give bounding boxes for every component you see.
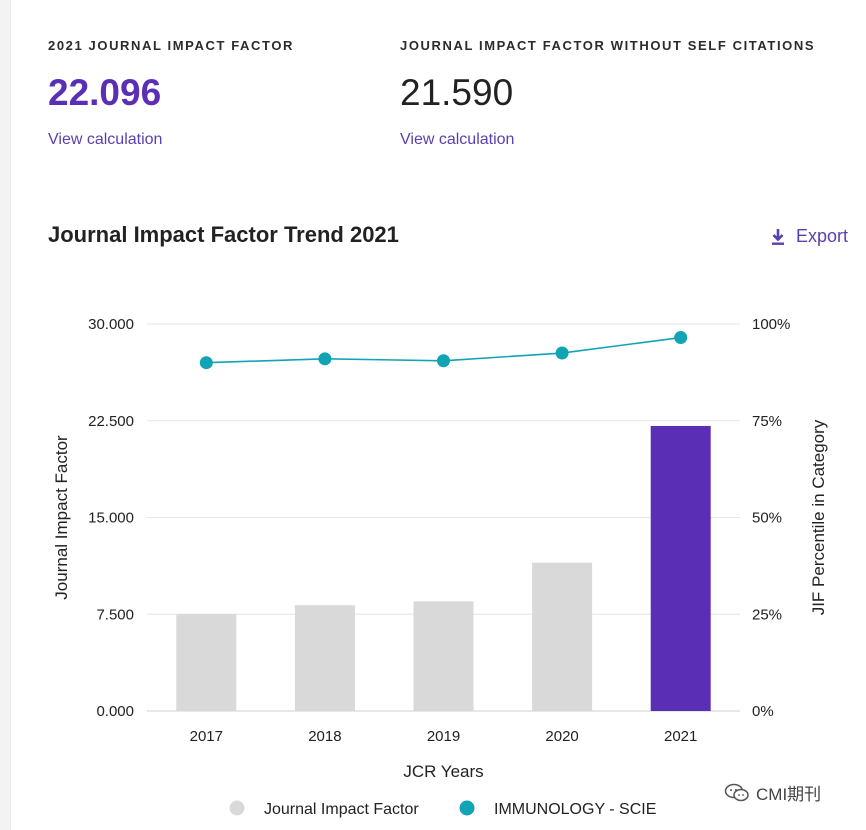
x-axis-title: JCR Years (403, 762, 483, 781)
legend-jif-label: Journal Impact Factor (264, 801, 419, 818)
y-axis-title: Journal Impact Factor (52, 435, 71, 600)
bar-2021 (650, 425, 711, 711)
jif-metric: 2021 JOURNAL IMPACT FACTOR 22.096 View c… (48, 38, 294, 149)
percentile-point-2019 (437, 354, 450, 368)
chat-bubbles-icon (724, 783, 749, 801)
percentile-point-2018 (318, 352, 332, 366)
bar-2017 (176, 614, 237, 711)
jif-no-self-metric: JOURNAL IMPACT FACTOR WITHOUT SELF CITAT… (400, 38, 815, 149)
y2-tick-label: 25% (752, 606, 782, 623)
x-tick-label: 2021 (664, 728, 697, 745)
watermark: CMI期刊 (724, 780, 821, 805)
percentile-point-2020 (555, 346, 569, 360)
legend-immunology-marker (459, 800, 475, 816)
y-tick-label: 7.500 (96, 606, 134, 623)
y2-tick-label: 100% (752, 316, 790, 333)
jif-trend-chart: 0.000 7.500 15.000 22.500 30.000 0% 25% 50% 75% 1… (52, 316, 828, 818)
percentile-point-2017 (199, 356, 213, 370)
export-label: Export (796, 226, 849, 246)
x-tick-label: 2019 (427, 728, 460, 745)
chart-section-title: Journal Impact Factor Trend 2021 (48, 222, 399, 247)
y-tick-label: 30.000 (88, 316, 134, 333)
y-tick-label: 22.500 (88, 413, 134, 430)
y2-tick-label: 75% (752, 413, 782, 430)
jif-view-calculation-link[interactable]: View calculation (48, 131, 163, 148)
export-button[interactable]: Export (770, 226, 848, 247)
y2-tick-label: 0% (752, 703, 774, 720)
jif-no-self-value: 21.590 (400, 72, 514, 113)
y-tick-label: 0.000 (96, 703, 134, 720)
x-tick-label: 2020 (545, 728, 578, 745)
legend-immunology-label: IMMUNOLOGY - SCIE (494, 801, 656, 818)
bar-2019 (413, 601, 474, 711)
y2-axis-title: JIF Percentile in Category (809, 419, 828, 615)
y-tick-label: 15.000 (88, 510, 134, 527)
y2-tick-label: 50% (752, 510, 782, 527)
percentile-point-2021 (674, 331, 688, 345)
legend-jif-marker (229, 800, 245, 816)
jif-no-self-label: JOURNAL IMPACT FACTOR WITHOUT SELF CITAT… (400, 38, 816, 53)
jif-label: 2021 JOURNAL IMPACT FACTOR (48, 38, 295, 53)
download-icon (772, 228, 784, 245)
bar-2020 (532, 562, 593, 711)
x-tick-label: 2017 (190, 728, 223, 745)
watermark-text: CMI期刊 (756, 785, 822, 804)
left-panel-edge (0, 0, 11, 830)
bar-2018 (294, 605, 355, 711)
jif-value: 22.096 (48, 72, 162, 113)
jif-no-self-view-calculation-link[interactable]: View calculation (400, 131, 515, 148)
x-tick-label: 2018 (308, 728, 341, 745)
